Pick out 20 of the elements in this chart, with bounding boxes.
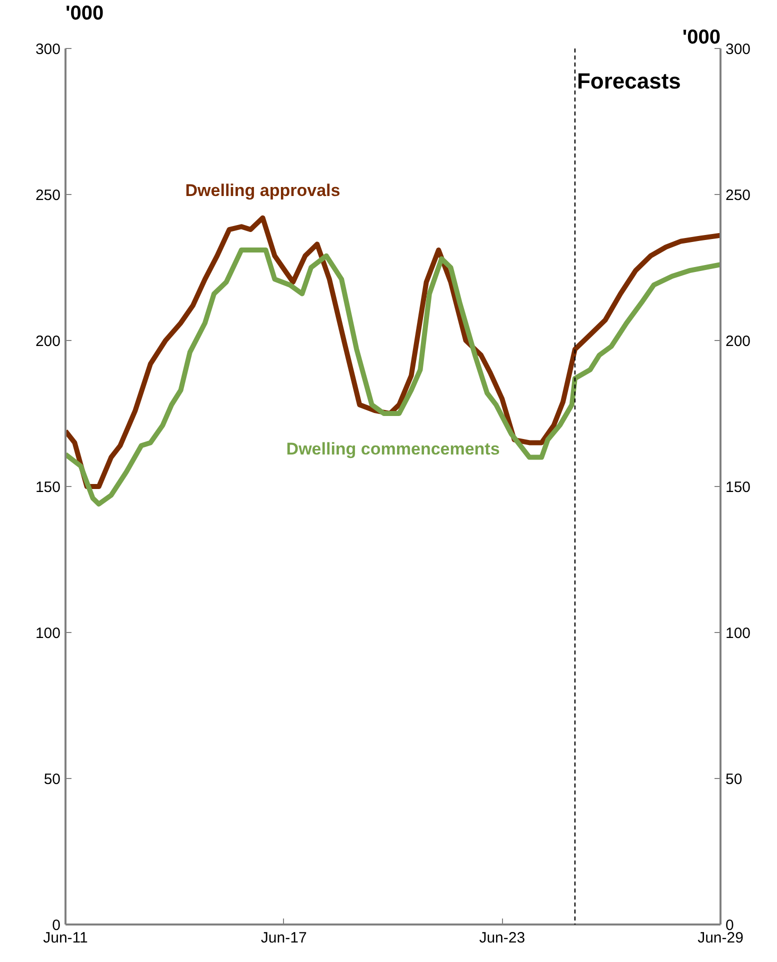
x-tick-label: Jun-17 [260, 930, 307, 946]
series-label: Dwelling approvals [185, 180, 340, 200]
y2-tick-label: 100 [726, 625, 751, 642]
y-tick-label: 50 [44, 771, 61, 788]
ref-line-label: Forecasts [576, 68, 681, 94]
y2-tick-label: 50 [726, 771, 742, 788]
y-tick-label: 200 [35, 333, 61, 350]
y2-tick-label: 300 [726, 41, 751, 58]
series-label: Dwelling commencements [286, 440, 500, 458]
x-tick-label: Jun-23 [479, 930, 526, 946]
y-tick-label: 250 [35, 187, 61, 204]
y-tick-label: 100 [35, 625, 61, 642]
y-tick-label: 150 [35, 479, 61, 496]
x-tick-label: Jun-29 [698, 930, 744, 946]
y-axis-title: '000 [66, 2, 104, 24]
y2-tick-label: 150 [726, 479, 751, 496]
y-tick-label: 300 [35, 41, 61, 58]
y2-axis-title: '000 [682, 26, 720, 48]
y2-tick-label: 250 [726, 187, 751, 204]
y2-tick-label: 200 [726, 333, 751, 350]
